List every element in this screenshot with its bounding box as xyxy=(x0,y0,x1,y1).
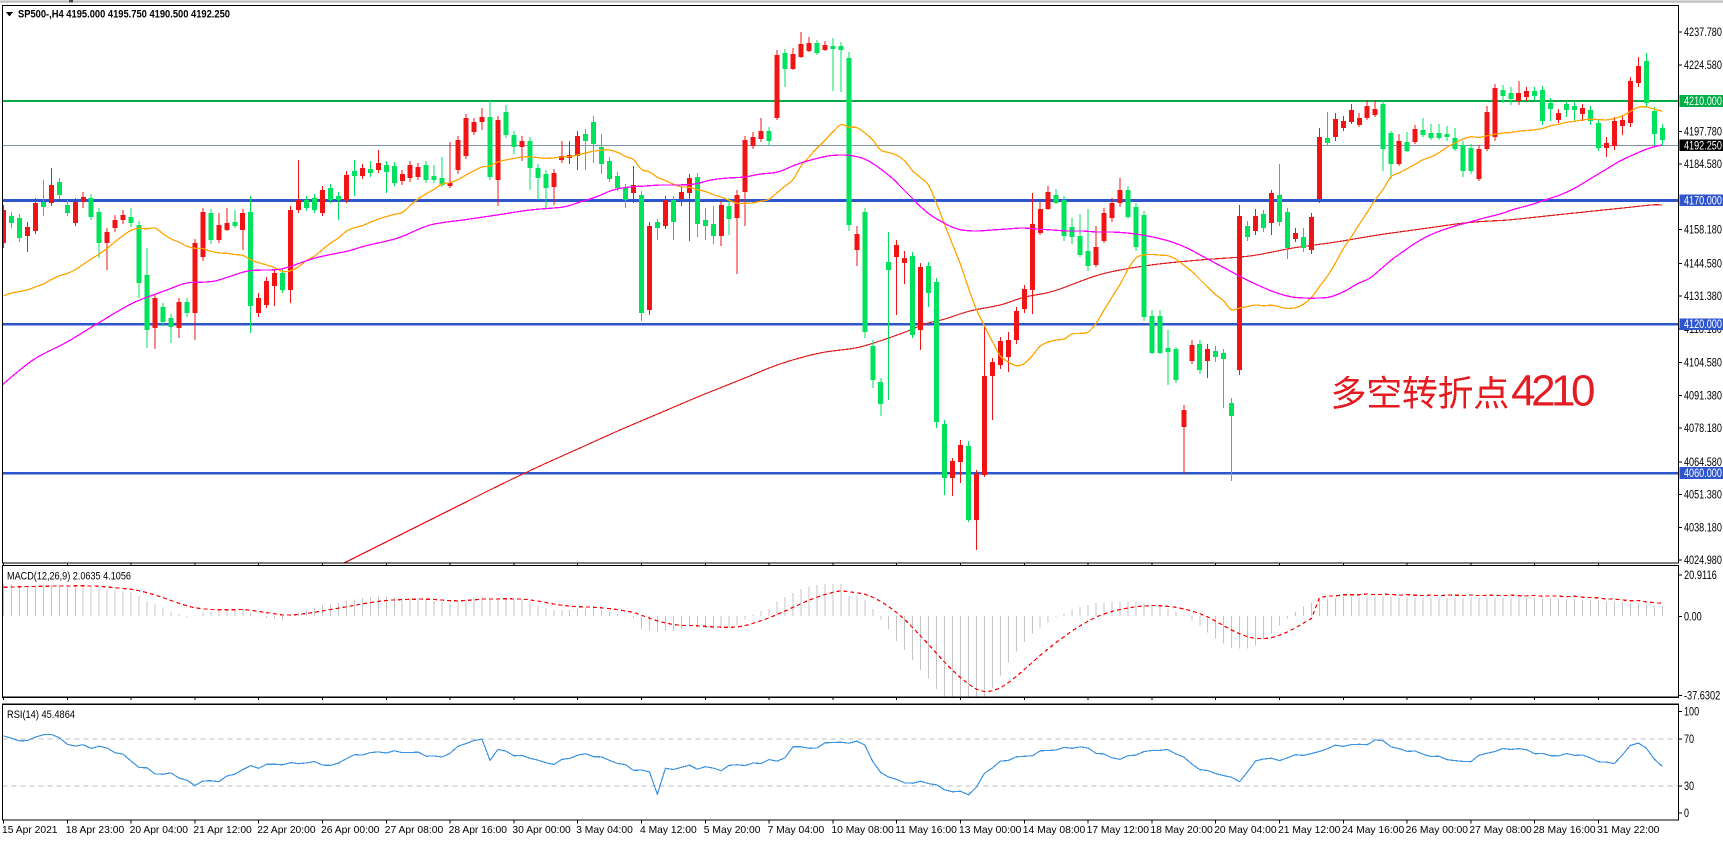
svg-text:21 May 12:00: 21 May 12:00 xyxy=(1278,825,1341,836)
svg-text:4210.000: 4210.000 xyxy=(1684,96,1722,108)
svg-text:4024.980: 4024.980 xyxy=(1684,555,1722,567)
svg-text:4192.250: 4192.250 xyxy=(1684,140,1722,152)
svg-text:4120.000: 4120.000 xyxy=(1684,319,1722,331)
svg-text:3 May 04:00: 3 May 04:00 xyxy=(576,825,633,836)
svg-text:17 May 12:00: 17 May 12:00 xyxy=(1087,825,1150,836)
svg-text:20 May 04:00: 20 May 04:00 xyxy=(1214,825,1277,836)
svg-text:21 Apr 12:00: 21 Apr 12:00 xyxy=(193,825,252,836)
svg-text:18 May 20:00: 18 May 20:00 xyxy=(1150,825,1213,836)
svg-text:22 Apr 20:00: 22 Apr 20:00 xyxy=(257,825,316,836)
svg-text:26 May 00:00: 26 May 00:00 xyxy=(1406,825,1469,836)
svg-text:31 May 22:00: 31 May 22:00 xyxy=(1597,825,1660,836)
svg-text:4224.580: 4224.580 xyxy=(1684,60,1722,72)
svg-text:4 May 12:00: 4 May 12:00 xyxy=(640,825,697,836)
svg-text:4197.780: 4197.780 xyxy=(1684,126,1722,138)
svg-text:30 Apr 00:00: 30 Apr 00:00 xyxy=(512,825,571,836)
svg-text:4158.180: 4158.180 xyxy=(1684,225,1722,237)
svg-text:28 Apr 16:00: 28 Apr 16:00 xyxy=(449,825,508,836)
svg-text:70: 70 xyxy=(1684,734,1694,746)
svg-text:0: 0 xyxy=(1684,808,1689,820)
svg-text:100: 100 xyxy=(1684,707,1699,719)
svg-text:5 May 20:00: 5 May 20:00 xyxy=(704,825,761,836)
svg-text:RSI(14) 45.4864: RSI(14) 45.4864 xyxy=(7,709,75,721)
svg-text:20 Apr 04:00: 20 Apr 04:00 xyxy=(130,825,189,836)
svg-text:4091.380: 4091.380 xyxy=(1684,390,1722,402)
svg-text:4038.180: 4038.180 xyxy=(1684,522,1722,534)
svg-text:18 Apr 23:00: 18 Apr 23:00 xyxy=(66,825,125,836)
svg-text:20.9116: 20.9116 xyxy=(1684,570,1717,582)
svg-text:30: 30 xyxy=(1684,781,1694,793)
svg-text:11 May 16:00: 11 May 16:00 xyxy=(895,825,957,836)
svg-text:27 Apr 08:00: 27 Apr 08:00 xyxy=(385,825,444,836)
svg-text:7 May 04:00: 7 May 04:00 xyxy=(768,825,825,836)
svg-text:14 May 08:00: 14 May 08:00 xyxy=(1023,825,1086,836)
svg-text:4078.180: 4078.180 xyxy=(1684,423,1722,435)
svg-text:10 May 08:00: 10 May 08:00 xyxy=(831,825,894,836)
svg-text:24 May 16:00: 24 May 16:00 xyxy=(1342,825,1405,836)
svg-text:15 Apr 2021: 15 Apr 2021 xyxy=(2,825,58,836)
svg-text:26 Apr 00:00: 26 Apr 00:00 xyxy=(321,825,380,836)
svg-text:SP500-,H4 4195.000 4195.750 4: SP500-,H4 4195.000 4195.750 4190.500 419… xyxy=(18,9,230,21)
svg-text:MACD(12,26,9) 2.0635 4.1056: MACD(12,26,9) 2.0635 4.1056 xyxy=(7,571,131,583)
svg-text:4170.000: 4170.000 xyxy=(1684,195,1722,207)
svg-text:-37.6302: -37.6302 xyxy=(1684,690,1720,702)
svg-text:4144.580: 4144.580 xyxy=(1684,258,1722,270)
svg-text:4237.780: 4237.780 xyxy=(1684,27,1722,39)
svg-text:4104.580: 4104.580 xyxy=(1684,358,1722,370)
svg-text:4051.380: 4051.380 xyxy=(1684,490,1722,502)
svg-text:4064.580: 4064.580 xyxy=(1684,457,1722,469)
svg-text:4184.580: 4184.580 xyxy=(1684,159,1722,171)
svg-text:28 May 16:00: 28 May 16:00 xyxy=(1533,825,1596,836)
svg-text:4060.000: 4060.000 xyxy=(1684,468,1722,480)
svg-text:4131.380: 4131.380 xyxy=(1684,291,1722,303)
svg-text:0.00: 0.00 xyxy=(1684,611,1702,623)
svg-text:4210: 4210 xyxy=(1511,367,1594,416)
svg-text:13 May 00:00: 13 May 00:00 xyxy=(959,825,1022,836)
svg-text:27 May 08:00: 27 May 08:00 xyxy=(1469,825,1532,836)
